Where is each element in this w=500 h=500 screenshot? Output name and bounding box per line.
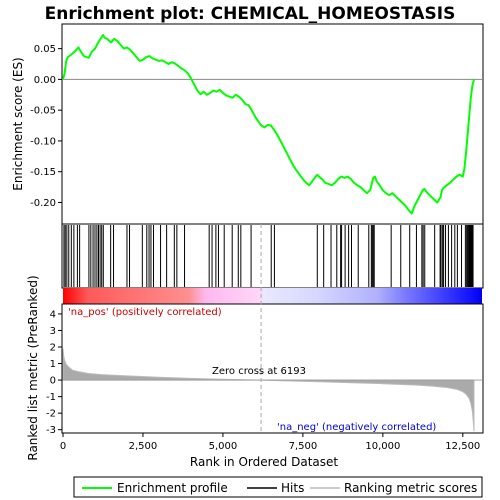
metric-y-tick-label: -3 — [46, 425, 56, 436]
metric-y-tick-label: 2 — [50, 343, 56, 354]
es-panel: 0.05 0.00 -0.05 -0.10 -0.15 -0.20 Enrichment … — [11, 23, 484, 225]
es-y-tick-label: -0.15 — [30, 167, 56, 178]
metric-panel-frame — [61, 303, 484, 434]
legend-profile-label: Enrichment profile — [117, 481, 228, 495]
hit-marks — [63, 225, 474, 287]
es-y-tick-label: -0.10 — [30, 136, 56, 147]
metric-y-tick-label: -1 — [46, 392, 56, 403]
metric-y-tick-label: 3 — [50, 326, 56, 337]
x-tick-label: 5,000 — [209, 441, 238, 452]
zero-cross-label: Zero cross at 6193 — [212, 366, 306, 377]
es-y-ticks: 0.05 0.00 -0.05 -0.10 -0.15 -0.20 — [30, 44, 62, 209]
es-y-tick-label: 0.05 — [34, 44, 56, 55]
legend: Enrichment profile Hits Ranking metric s… — [73, 476, 483, 498]
metric-y-tick-label: 4 — [50, 309, 56, 320]
es-y-tick-label: 0.00 — [34, 75, 56, 86]
metric-y-tick-label: 0 — [50, 376, 56, 387]
x-tick-label: 10,000 — [365, 441, 400, 452]
ranking-metric-fill — [62, 348, 475, 432]
metric-y-tick-label: 1 — [50, 359, 56, 370]
es-y-tick-label: -0.20 — [30, 198, 56, 209]
x-tick-label: 0 — [60, 441, 66, 452]
hits-panel-frame — [61, 223, 484, 289]
legend-box — [73, 476, 483, 498]
es-panel-frame — [61, 23, 484, 225]
pos-label: 'na_pos' (positively correlated) — [68, 307, 222, 318]
ranking-metric-area — [62, 348, 482, 432]
es-y-tick-label: -0.05 — [30, 106, 56, 117]
ranking-heat-bar — [63, 288, 482, 304]
legend-metric-label: Ranking metric scores — [344, 481, 477, 495]
metric-y-axis-label: Ranked list metric (PreRanked) — [26, 275, 40, 460]
x-tick-label: 2,500 — [129, 441, 158, 452]
x-axis-label: Rank in Ordered Dataset — [190, 455, 338, 469]
neg-label: 'na_neg' (negatively correlated) — [277, 422, 436, 433]
chart-title: Enrichment plot: CHEMICAL_HOMEOSTASIS — [45, 4, 456, 24]
x-axis-ticks: 0 2,500 5,000 7,500 10,000 12,500 — [60, 433, 480, 452]
hits-panel — [61, 223, 484, 289]
es-y-axis-label: Enrichment score (ES) — [11, 57, 25, 190]
metric-y-tick-label: -2 — [46, 409, 56, 420]
x-tick-label: 7,500 — [289, 441, 318, 452]
legend-hits-label: Hits — [281, 481, 304, 495]
enrichment-profile-series — [62, 34, 475, 215]
enrichment-profile-line — [62, 34, 475, 215]
metric-y-ticks: 4 3 2 1 0 -1 -2 -3 — [46, 309, 62, 436]
metric-panel: 4 3 2 1 0 -1 -2 -3 'na_pos' (positively correla… — [26, 224, 484, 461]
x-tick-label: 12,500 — [445, 441, 480, 452]
